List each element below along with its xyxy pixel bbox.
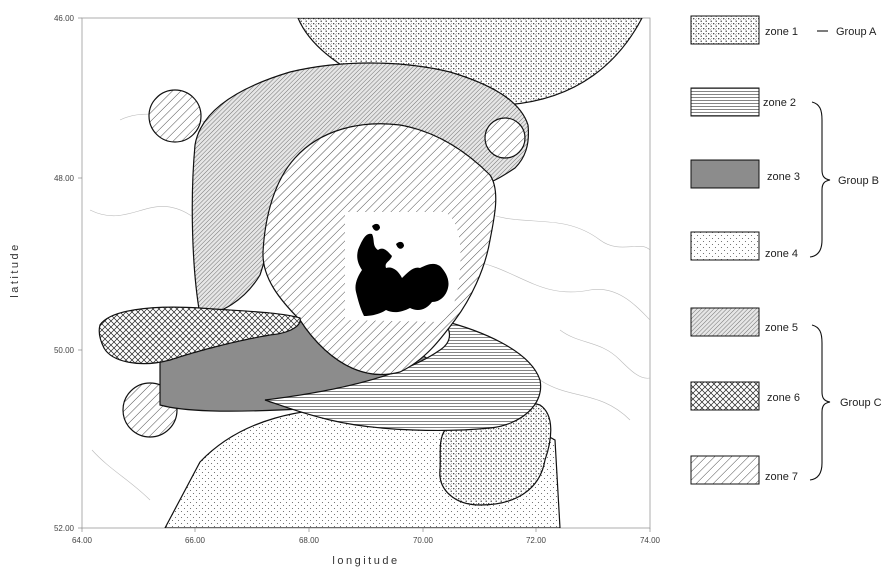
x-axis: 64.00 66.00 68.00 70.00 72.00 74.00 long…: [72, 528, 661, 567]
x-tick-label: 70.00: [413, 536, 434, 545]
legend-label-zone-3: zone 3: [767, 171, 800, 183]
legend-label-zone-1: zone 1: [765, 26, 798, 38]
y-axis-title: latitude: [9, 242, 21, 297]
group-a-label: Group A: [836, 26, 877, 38]
y-tick-label: 48.00: [54, 174, 75, 183]
y-tick-label: 46.00: [54, 14, 75, 23]
legend-swatch-zone-1: [690, 15, 760, 45]
x-axis-title: longitude: [332, 555, 399, 567]
legend-label-zone-5: zone 5: [765, 322, 798, 334]
legend-label-zone-6: zone 6: [767, 392, 800, 404]
legend-swatch-zone-5: [690, 307, 760, 337]
x-tick-label: 72.00: [526, 536, 547, 545]
group-c-label: Group C: [840, 397, 882, 409]
island-islet-1: [372, 223, 380, 231]
legend: zone 1 zone 2 zone 3 zone 4 zone 5 zone …: [690, 15, 882, 485]
x-tick-label: 64.00: [72, 536, 93, 545]
legend-label-zone-2: zone 2: [763, 97, 796, 109]
group-b-label: Group B: [838, 175, 879, 187]
island-islet-2: [396, 241, 404, 249]
zone-6-area: [98, 306, 301, 365]
y-tick-label: 50.00: [54, 346, 75, 355]
legend-label-zone-7: zone 7: [765, 471, 798, 483]
y-tick-label: 52.00: [54, 524, 75, 533]
zone-7-circle-northwest: [148, 89, 202, 143]
x-tick-label: 68.00: [299, 536, 320, 545]
legend-label-zone-4: zone 4: [765, 248, 798, 260]
x-tick-label: 74.00: [640, 536, 661, 545]
group-b-brace: [809, 101, 831, 258]
legend-swatch-zone-6: [690, 381, 760, 411]
zone-7-circle-east: [484, 117, 526, 159]
legend-swatch-zone-4: [690, 231, 760, 261]
island-shape: [355, 233, 449, 316]
y-axis: 46.00 48.00 50.00 52.00 latitude: [9, 14, 82, 533]
legend-swatch-zone-3: [690, 159, 760, 189]
legend-swatch-zone-7: [690, 455, 760, 485]
x-tick-label: 66.00: [185, 536, 206, 545]
group-c-brace: [809, 324, 831, 481]
legend-swatch-zone-2: [690, 87, 760, 117]
zone-2-area: [264, 319, 542, 431]
